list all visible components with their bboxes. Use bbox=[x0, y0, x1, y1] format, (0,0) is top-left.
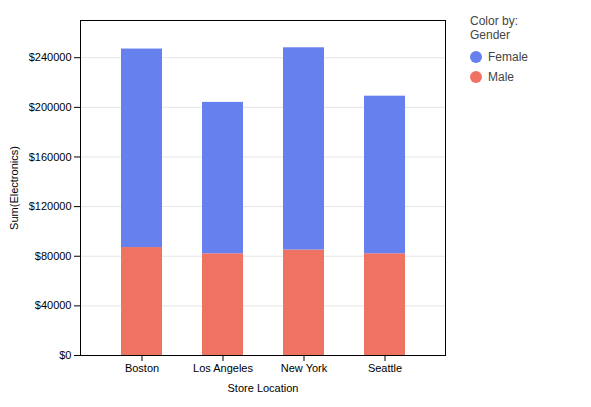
svg-text:$160000: $160000 bbox=[29, 151, 72, 163]
svg-text:$200000: $200000 bbox=[29, 101, 72, 113]
svg-text:New York: New York bbox=[281, 362, 328, 374]
svg-text:$120000: $120000 bbox=[29, 200, 72, 212]
svg-text:Store Location: Store Location bbox=[228, 382, 299, 394]
svg-text:Sum(Electronics): Sum(Electronics) bbox=[8, 146, 20, 230]
svg-text:$0: $0 bbox=[59, 349, 71, 361]
svg-text:Seattle: Seattle bbox=[368, 362, 402, 374]
svg-text:$240000: $240000 bbox=[29, 51, 72, 63]
svg-text:$40000: $40000 bbox=[35, 299, 72, 311]
svg-text:Los Angeles: Los Angeles bbox=[193, 362, 253, 374]
html-text:Color by: Gender: Color by: Gender bbox=[470, 14, 518, 42]
html-text:Male: Male bbox=[488, 70, 514, 84]
html-text:Female: Female bbox=[488, 50, 528, 64]
svg-text:Boston: Boston bbox=[125, 362, 159, 374]
svg-text:$80000: $80000 bbox=[35, 250, 72, 262]
